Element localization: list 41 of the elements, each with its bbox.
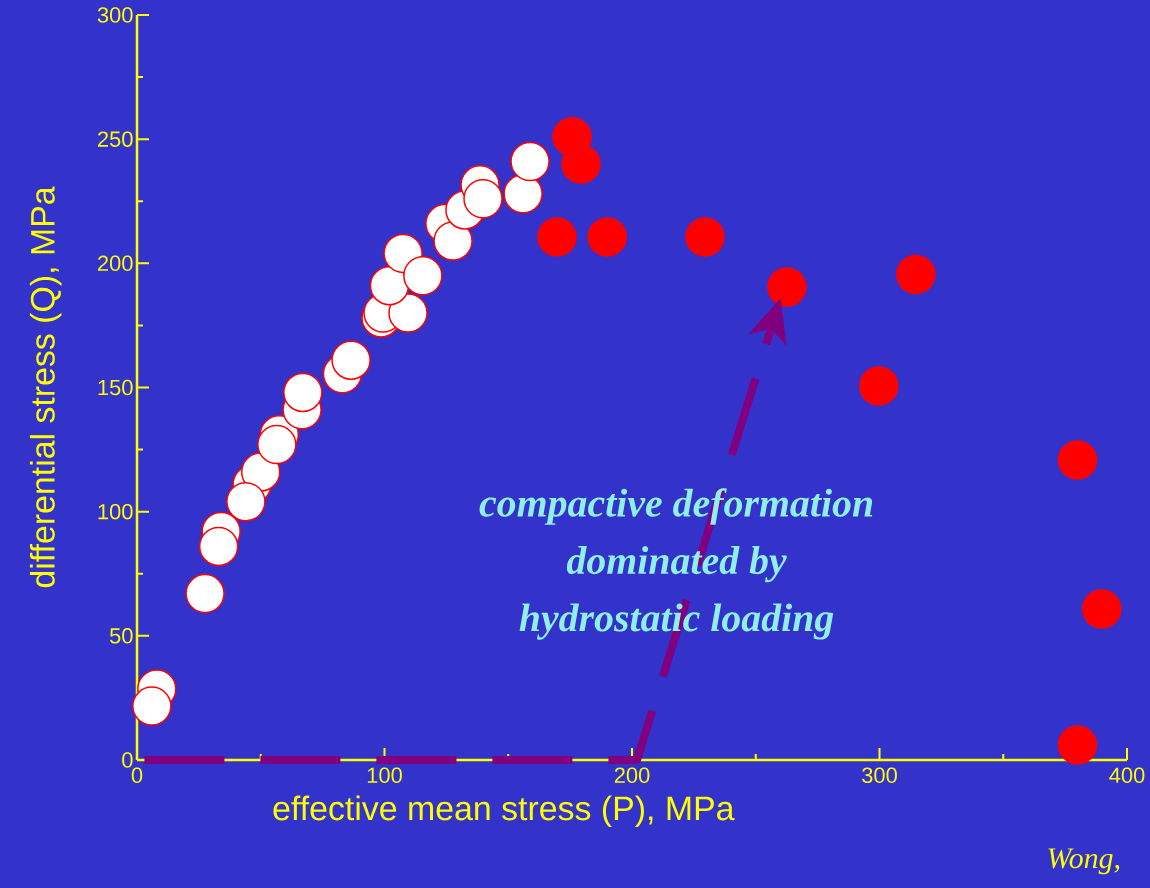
point bbox=[685, 217, 725, 257]
point bbox=[1057, 440, 1098, 480]
annotation: hydrostatic loading bbox=[519, 603, 834, 640]
point bbox=[331, 340, 371, 380]
point bbox=[283, 372, 323, 413]
point bbox=[257, 424, 297, 465]
point bbox=[226, 481, 266, 522]
point bbox=[896, 254, 936, 295]
y-tick-label: 0 bbox=[122, 752, 133, 768]
x-tick-label: 300 bbox=[862, 767, 897, 784]
x-tick-label: 400 bbox=[1109, 767, 1145, 784]
text: Wong, bbox=[1048, 848, 1120, 875]
point bbox=[403, 255, 443, 296]
point bbox=[587, 217, 627, 257]
y-tick-label: 300 bbox=[97, 7, 133, 23]
point bbox=[185, 573, 225, 614]
point bbox=[198, 526, 239, 567]
point bbox=[433, 221, 473, 261]
point bbox=[369, 265, 410, 306]
point bbox=[463, 179, 503, 219]
y-tick-label: 150 bbox=[98, 379, 133, 396]
y-axis-title: differential stress (Q), MPa bbox=[29, 186, 62, 588]
point bbox=[132, 686, 172, 726]
point bbox=[503, 174, 543, 214]
x-tick-label: 200 bbox=[614, 767, 650, 784]
y-tick-label: 250 bbox=[98, 131, 133, 147]
annotation: dominated by bbox=[566, 546, 787, 583]
point bbox=[767, 267, 807, 307]
annotation: compactive deformation bbox=[479, 488, 873, 525]
point bbox=[510, 141, 550, 182]
point bbox=[388, 293, 428, 333]
y-tick-label: 50 bbox=[109, 628, 133, 644]
point bbox=[859, 366, 899, 406]
x-axis-title: effective mean stress (P), MPa bbox=[273, 795, 735, 828]
x-tick-label: 100 bbox=[367, 767, 402, 784]
y-tick-label: 100 bbox=[98, 503, 133, 520]
point bbox=[1057, 725, 1098, 765]
point bbox=[1082, 589, 1122, 629]
point bbox=[561, 144, 601, 184]
y-tick-label: 200 bbox=[98, 255, 133, 272]
point bbox=[537, 217, 577, 257]
